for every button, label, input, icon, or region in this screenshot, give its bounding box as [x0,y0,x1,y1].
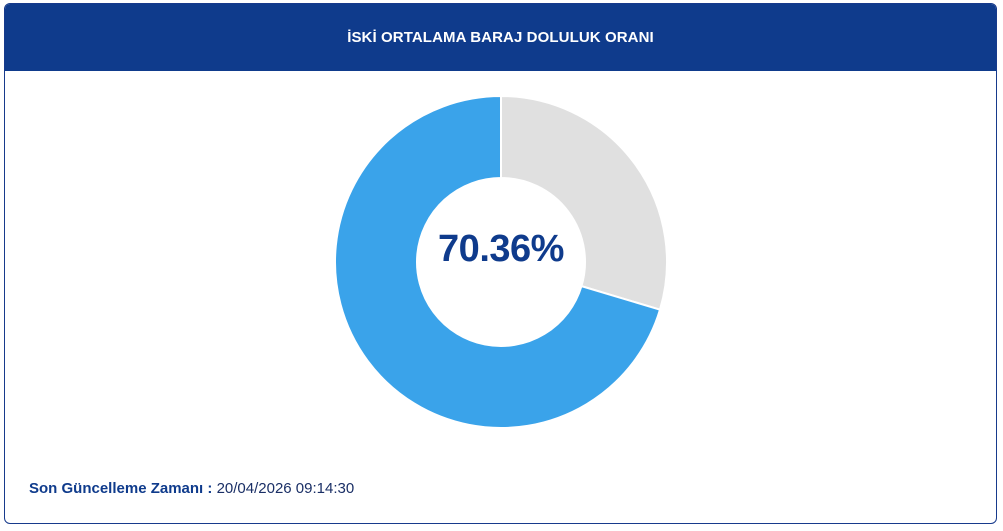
chart-title: İSKİ ORTALAMA BARAJ DOLULUK ORANI [347,29,654,46]
last-update-value: 20/04/2026 09:14:30 [216,480,355,497]
card-header: İSKİ ORTALAMA BARAJ DOLULUK ORANI [5,4,996,71]
slice-empty [500,94,668,311]
chart-area: 70.36% [5,71,996,451]
center-percentage-label: 70.36% [438,228,564,270]
slice-filled [334,94,662,429]
last-update-label: Son Güncelleme Zamanı : [29,480,213,497]
dam-occupancy-card: İSKİ ORTALAMA BARAJ DOLULUK ORANI 70.36%… [4,3,997,524]
donut-chart [334,94,668,429]
last-update: Son Güncelleme Zamanı : 20/04/2026 09:14… [29,480,354,497]
